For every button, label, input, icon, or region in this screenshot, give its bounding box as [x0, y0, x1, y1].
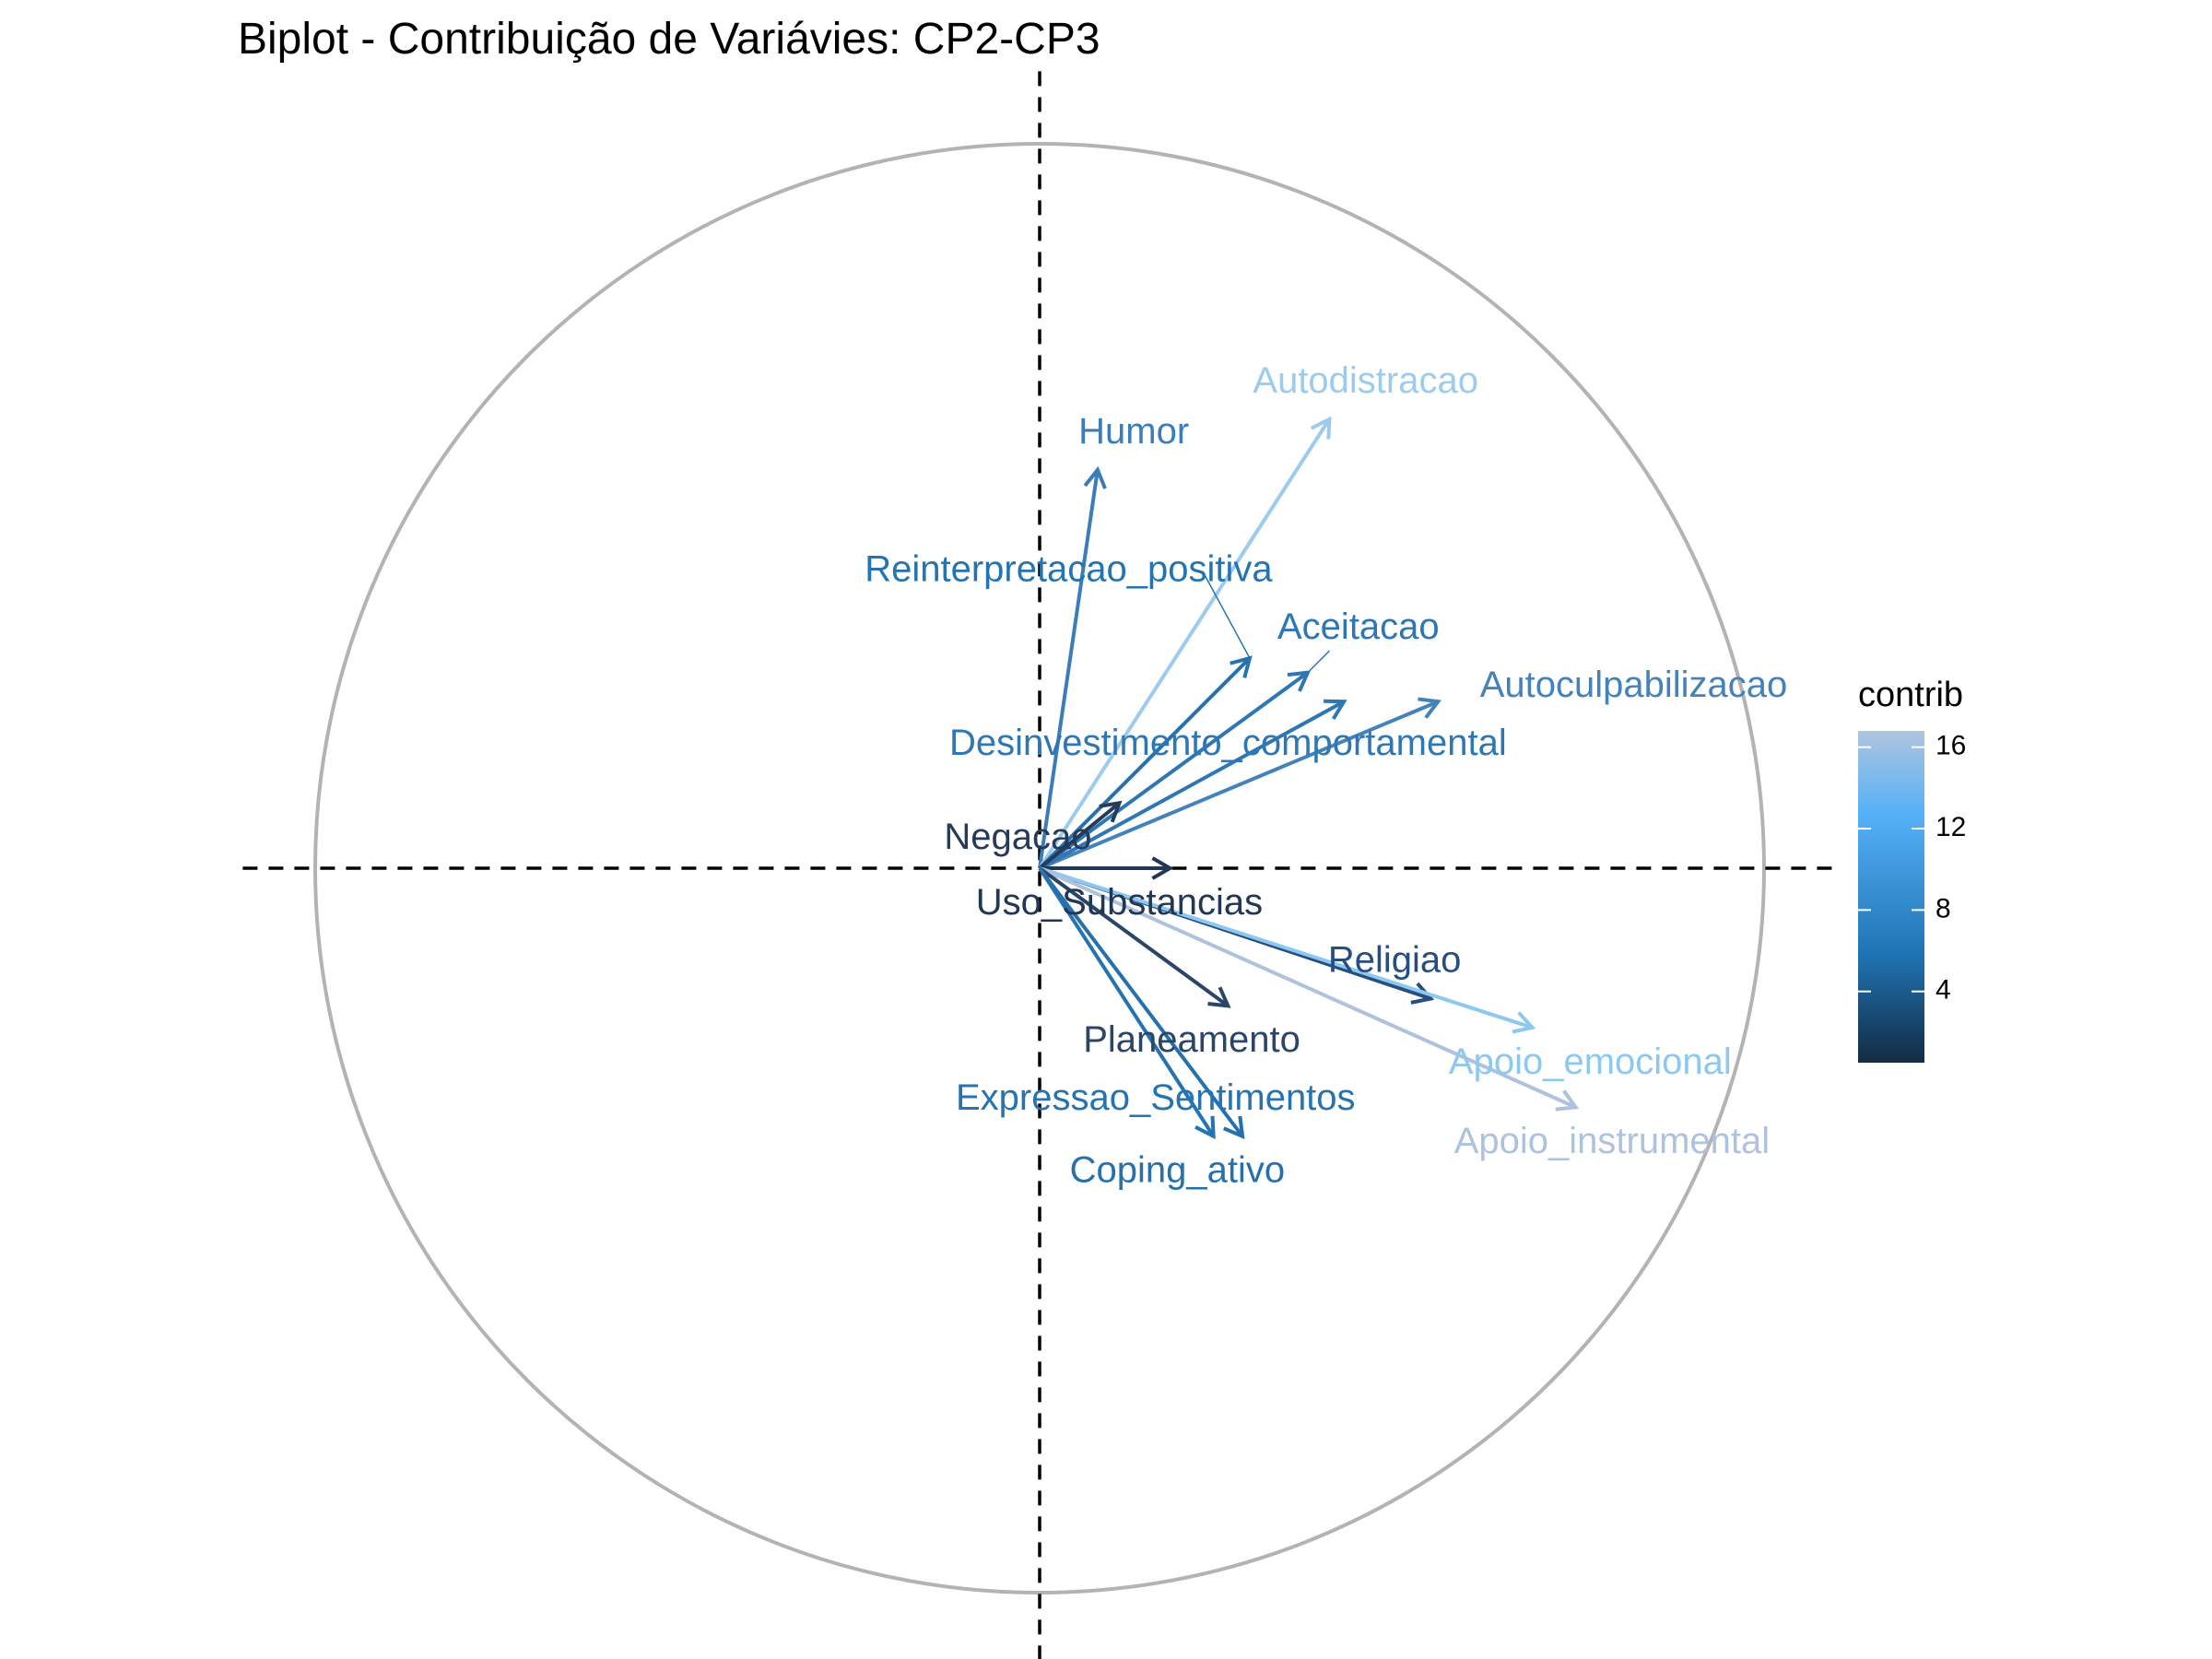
arrow-shaft-autoculpabilizacao: [1039, 700, 1440, 870]
label-autoculpabilizacao: Autoculpabilizacao: [1480, 665, 1788, 705]
label-autodistracao: Autodistracao: [1253, 360, 1478, 401]
legend-title: contrib: [1858, 676, 1963, 714]
arrow-head-planeamento: [1207, 986, 1231, 1008]
label-planeamento: Planeamento: [1083, 1019, 1300, 1060]
arrow-shaft-negacao: [1038, 801, 1121, 870]
arrow-negacao: [1038, 800, 1123, 870]
label-reinterpretacao-positiva: Reinterpretacao_positiva: [865, 548, 1273, 589]
legend-tick-label: 12: [1936, 812, 1966, 842]
arrow-head-uso-substancias: [1151, 856, 1174, 880]
arrow-shaft-reinterpretacao-positiva: [1038, 656, 1252, 870]
chart-title: Biplot - Contribuição de Variávies: CP2-…: [238, 15, 1100, 64]
arrow-shaft-autodistracao: [1038, 418, 1332, 870]
arrow-shaft-desinvestimento-comportamental: [1039, 700, 1346, 870]
arrow-uso-substancias: [1040, 856, 1174, 880]
leader-line-aceitacao: [1307, 650, 1330, 674]
arrow-head-desinvestimento-comportamental: [1324, 699, 1347, 721]
legend-ticks: 4 8 12 16: [1858, 731, 1966, 1006]
label-desinvestimento-comportamental: Desinvestimento_comportamental: [949, 723, 1507, 763]
arrow-shaft-aceitacao: [1038, 671, 1309, 870]
label-humor: Humor: [1078, 411, 1189, 452]
arrow-shaft-apoio-emocional: [1039, 866, 1534, 1030]
arrow-desinvestimento-comportamental: [1039, 699, 1347, 870]
contrib-legend: contrib 4 8 12 16: [1858, 676, 1966, 1063]
correlation-circle: [313, 142, 1766, 1594]
variable-labels: Humor Autodistracao Reinterpretacao_positi…: [865, 360, 1787, 1191]
label-expressao-sentimentos: Expressao_Sentimentos: [956, 1077, 1356, 1118]
label-coping-ativo: Coping_ativo: [1070, 1150, 1286, 1191]
legend-tick-label: 8: [1936, 893, 1951, 924]
arrow-head-religiao: [1410, 982, 1435, 1005]
label-apoio-instrumental: Apoio_instrumental: [1454, 1121, 1770, 1161]
variable-arrows: [1038, 416, 1580, 1140]
label-uso-substancias: Uso_Substancias: [976, 882, 1263, 923]
arrow-head-expressao-sentimentos: [1194, 1115, 1216, 1140]
arrow-head-negacao: [1099, 800, 1123, 823]
arrow-shaft-apoio-instrumental: [1039, 866, 1577, 1110]
label-apoio-emocional: Apoio_emocional: [1449, 1041, 1732, 1082]
arrow-apoio-emocional: [1039, 866, 1536, 1034]
arrow-shaft-expressao-sentimentos: [1038, 866, 1216, 1137]
arrow-autoculpabilizacao: [1039, 697, 1441, 870]
arrow-head-autoculpabilizacao: [1418, 697, 1441, 719]
arrow-expressao-sentimentos: [1038, 866, 1216, 1140]
arrow-shaft-coping-ativo: [1038, 866, 1244, 1138]
arrow-autodistracao: [1038, 416, 1332, 870]
arrow-head-humor: [1083, 465, 1107, 489]
legend-tick-label: 4: [1936, 975, 1951, 1006]
arrow-head-autodistracao: [1310, 416, 1332, 440]
arrow-shaft-planeamento: [1038, 866, 1230, 1007]
leader-line-reinterpretacao-positiva: [1202, 571, 1251, 659]
label-negacao: Negacao: [944, 817, 1091, 857]
arrow-head-apoio-instrumental: [1555, 1089, 1580, 1112]
arrow-shaft-humor: [1038, 469, 1100, 869]
arrow-coping-ativo: [1038, 866, 1245, 1140]
label-religiao: Religiao: [1328, 940, 1462, 981]
arrow-head-coping-ativo: [1223, 1115, 1245, 1140]
arrow-head-apoio-emocional: [1512, 1011, 1536, 1034]
arrow-humor: [1038, 465, 1107, 869]
legend-colorbar: [1858, 731, 1924, 1063]
arrow-planeamento: [1038, 866, 1231, 1008]
legend-tick-label: 16: [1936, 731, 1966, 761]
label-aceitacao: Aceitacao: [1277, 606, 1440, 647]
arrow-apoio-instrumental: [1039, 866, 1580, 1112]
